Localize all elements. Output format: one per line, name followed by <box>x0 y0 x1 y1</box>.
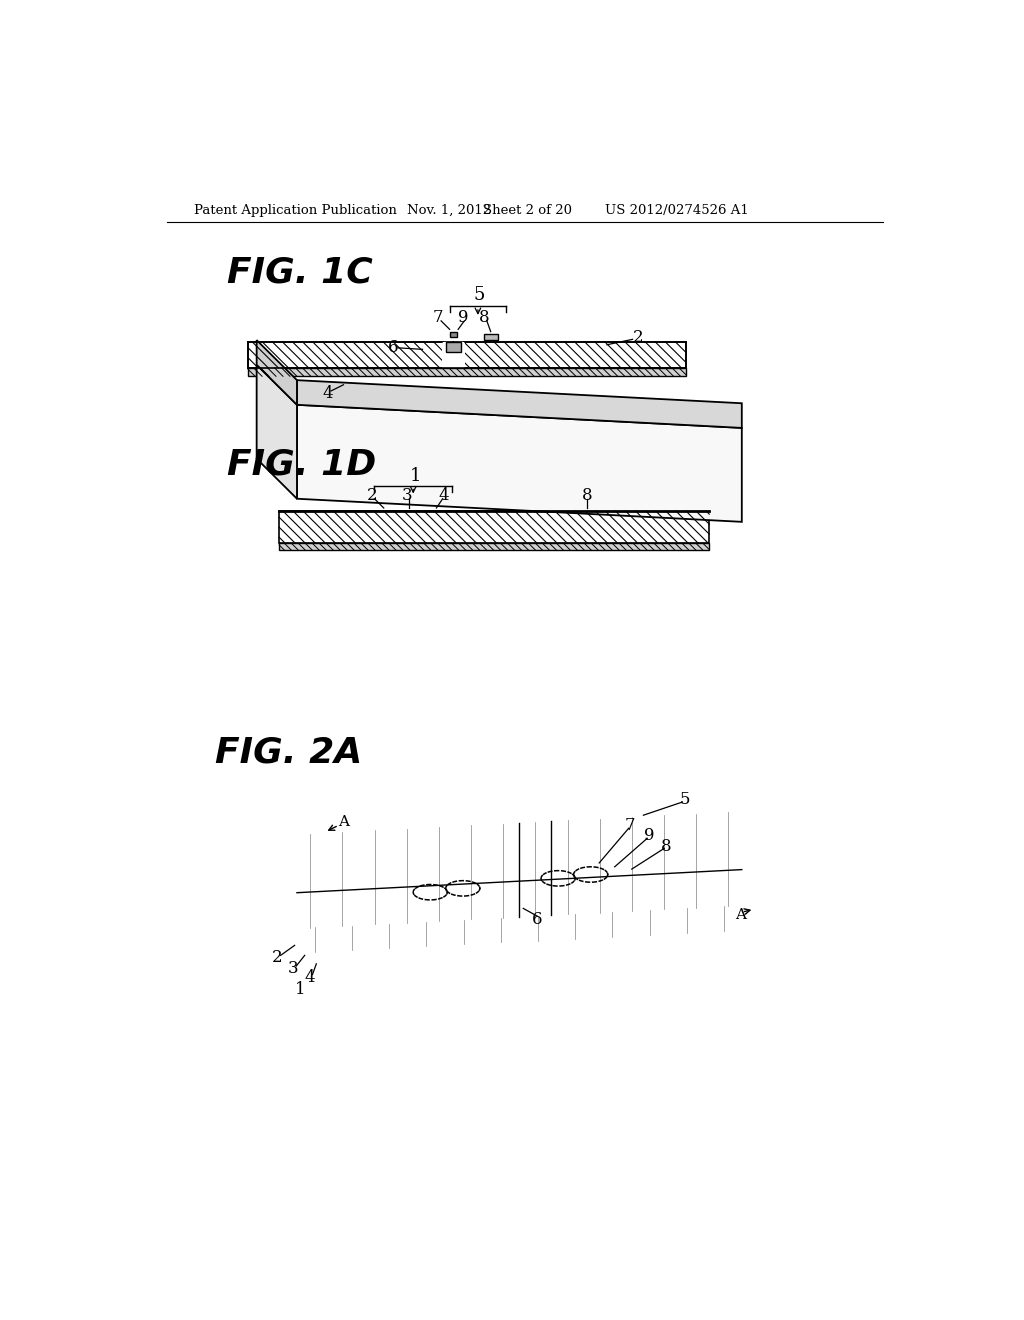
Bar <box>280 544 710 550</box>
Text: 1: 1 <box>410 467 421 484</box>
Text: A: A <box>338 816 349 829</box>
Text: 8: 8 <box>479 309 489 326</box>
Polygon shape <box>297 405 741 521</box>
Text: 3: 3 <box>288 960 298 977</box>
Text: 2: 2 <box>367 487 378 504</box>
Bar <box>451 333 457 337</box>
Text: 9: 9 <box>643 828 654 845</box>
Text: Nov. 1, 2012: Nov. 1, 2012 <box>407 205 492 218</box>
Text: 8: 8 <box>662 837 672 854</box>
Text: 5: 5 <box>474 286 485 305</box>
Text: Sheet 2 of 20: Sheet 2 of 20 <box>483 205 572 218</box>
Text: 4: 4 <box>439 487 450 504</box>
Text: FIG. 1D: FIG. 1D <box>227 447 377 482</box>
Bar <box>483 334 498 341</box>
Bar <box>280 511 710 544</box>
Text: US 2012/0274526 A1: US 2012/0274526 A1 <box>604 205 749 218</box>
Polygon shape <box>297 380 741 428</box>
Polygon shape <box>257 341 297 405</box>
Text: 2: 2 <box>272 949 283 966</box>
Bar <box>248 342 686 368</box>
Text: FIG. 2A: FIG. 2A <box>215 735 362 770</box>
Text: 9: 9 <box>458 309 468 326</box>
Text: 6: 6 <box>388 339 398 356</box>
Text: 4: 4 <box>323 384 333 401</box>
Text: 6: 6 <box>531 911 543 928</box>
Text: FIG. 1C: FIG. 1C <box>227 255 373 289</box>
Text: 2: 2 <box>633 329 643 346</box>
Text: 1: 1 <box>295 981 305 998</box>
Text: 5: 5 <box>679 791 690 808</box>
Bar <box>248 368 686 376</box>
Text: Patent Application Publication: Patent Application Publication <box>194 205 396 218</box>
Text: A: A <box>735 908 745 921</box>
Text: 3: 3 <box>401 487 413 504</box>
Text: 8: 8 <box>582 487 592 504</box>
Text: 7: 7 <box>625 817 636 834</box>
Text: 7: 7 <box>433 309 443 326</box>
Text: 4: 4 <box>305 969 315 986</box>
Bar <box>445 342 461 352</box>
Polygon shape <box>257 364 297 499</box>
Bar <box>442 342 465 368</box>
